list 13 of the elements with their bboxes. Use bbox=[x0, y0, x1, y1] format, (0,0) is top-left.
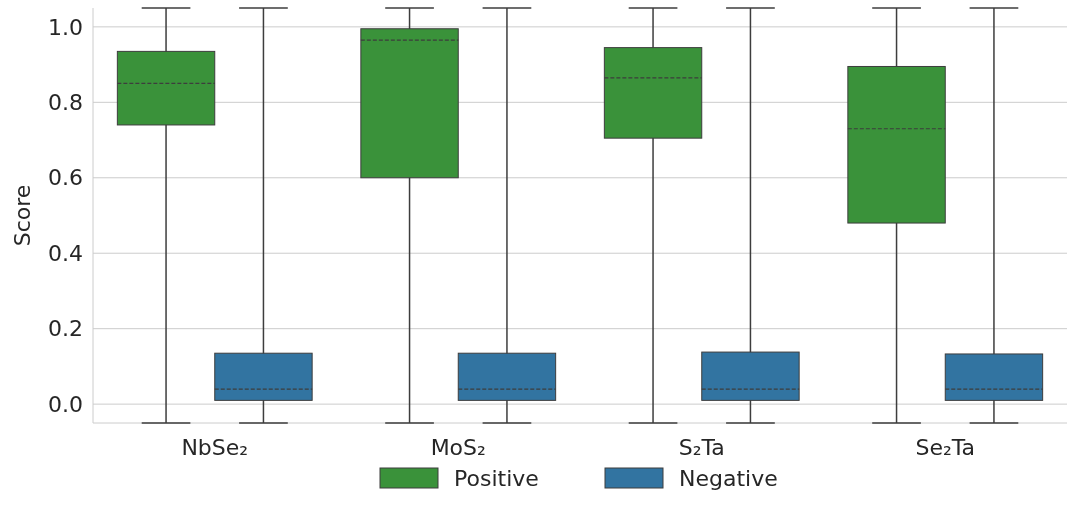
y-axis-title: Score bbox=[10, 184, 35, 247]
y-tick-label: 0.0 bbox=[48, 391, 83, 417]
x-tick-label: S₂Ta bbox=[678, 435, 725, 460]
legend-label: Negative bbox=[679, 465, 778, 491]
y-tick-label: 1.0 bbox=[48, 14, 83, 40]
y-tick-label: 0.8 bbox=[48, 90, 83, 116]
x-tick-label: NbSe₂ bbox=[181, 435, 249, 460]
x-tick-label: MoS₂ bbox=[430, 435, 486, 460]
y-tick-label: 0.4 bbox=[48, 240, 83, 266]
x-tick-label: Se₂Ta bbox=[915, 435, 976, 460]
y-tick-label: 0.6 bbox=[48, 165, 83, 191]
y-tick-label: 0.2 bbox=[48, 316, 83, 342]
legend-label: Positive bbox=[454, 465, 539, 491]
